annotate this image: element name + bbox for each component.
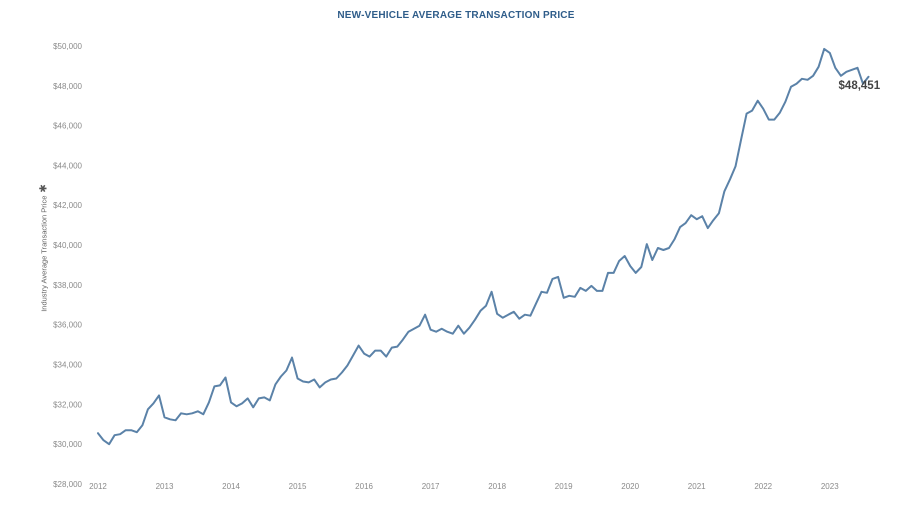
x-tick-label: 2012 bbox=[89, 482, 107, 491]
y-tick-label: $48,000 bbox=[53, 82, 82, 91]
y-tick-label: $36,000 bbox=[53, 321, 82, 330]
x-tick-label: 2023 bbox=[821, 482, 839, 491]
x-tick-label: 2018 bbox=[488, 482, 506, 491]
y-tick-label: $46,000 bbox=[53, 122, 82, 131]
series-line bbox=[97, 47, 870, 446]
y-tick-label: $28,000 bbox=[53, 480, 82, 489]
y-tick-label: $30,000 bbox=[53, 440, 82, 449]
y-tick-label: $38,000 bbox=[53, 281, 82, 290]
x-tick-label: 2014 bbox=[222, 482, 240, 491]
y-tick-label: $40,000 bbox=[53, 241, 82, 250]
x-tick-label: 2019 bbox=[555, 482, 573, 491]
y-tick-label: $34,000 bbox=[53, 361, 82, 370]
y-axis-ticks: $28,000 $30,000 $32,000 $34,000 $36,000 $38,0… bbox=[53, 42, 82, 489]
x-tick-label: 2017 bbox=[422, 482, 440, 491]
last-value-label: $48,451 bbox=[839, 80, 881, 92]
x-tick-label: 2015 bbox=[289, 482, 307, 491]
x-axis-ticks: 2012 2013 2014 2015 2016 2017 2018 2019 2020 2021… bbox=[89, 482, 839, 491]
x-tick-label: 2013 bbox=[156, 482, 174, 491]
y-tick-label: $42,000 bbox=[53, 201, 82, 210]
chart-title: NEW-VEHICLE AVERAGE TRANSACTION PRICE bbox=[337, 10, 575, 21]
x-tick-label: 2020 bbox=[621, 482, 639, 491]
x-tick-label: 2016 bbox=[355, 482, 373, 491]
series-layer bbox=[97, 47, 870, 446]
y-tick-label: $50,000 bbox=[53, 42, 82, 51]
x-tick-label: 2022 bbox=[754, 482, 772, 491]
y-tick-label: $32,000 bbox=[53, 400, 82, 409]
y-tick-label: $44,000 bbox=[53, 161, 82, 170]
label-layer: $48,451 bbox=[839, 80, 881, 92]
x-tick-label: 2021 bbox=[688, 482, 706, 491]
